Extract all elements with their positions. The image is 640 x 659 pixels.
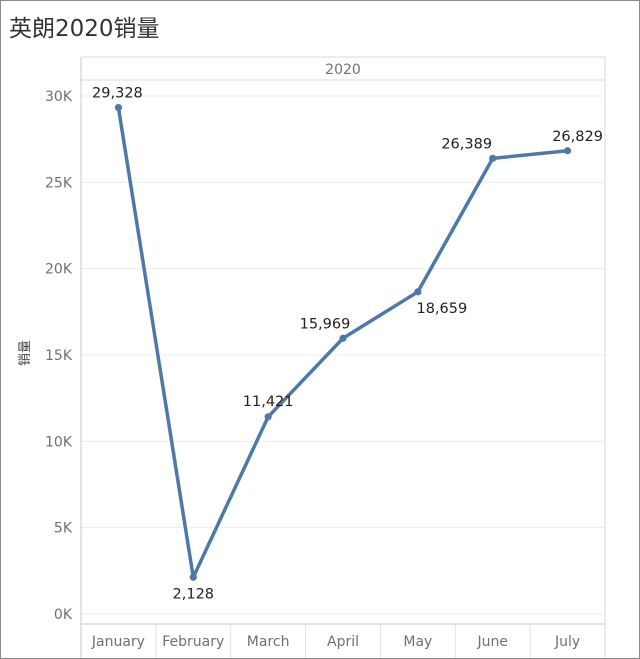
x-tick-label-5: June [476,634,508,650]
data-point-0 [114,104,123,112]
data-point-2 [264,413,272,421]
chart-title: 英朗2020销量 [9,16,160,42]
x-tick-label-4: May [403,634,432,650]
x-tick-label-2: March [247,634,290,650]
x-tick-label-1: February [162,634,224,650]
y-tick-label-5: 25K [45,175,73,191]
data-point-4 [414,288,422,296]
x-tick-label-0: January [91,634,145,650]
data-label-0: 29,328 [92,86,143,102]
y-tick-label-3: 15K [45,348,73,364]
y-tick-label-6: 30K [45,89,73,105]
data-point-6 [563,147,572,155]
data-label-1: 2,128 [173,586,215,602]
y-tick-label-4: 20K [45,262,73,278]
data-label-4: 18,659 [416,301,467,317]
series-line [116,105,570,580]
column-header-label: 2020 [325,62,361,78]
data-point-1 [189,573,197,581]
data-labels: 29,328 2,128 11,421 15,969 18,659 26,389 26,82… [92,86,603,603]
x-tick-label-3: April [327,634,359,650]
y-tick-label-1: 5K [54,521,73,537]
data-label-5: 26,389 [441,136,492,152]
tick-labels: 0K 5K 10K 15K 20K 25K 30K January February March A… [18,89,580,650]
series-marks [114,104,572,581]
data-point-5 [489,154,497,162]
data-label-6: 26,829 [552,129,603,145]
gridlines [81,95,605,615]
y-axis-title: 销量 [18,340,33,366]
data-label-2: 11,421 [243,394,294,410]
y-tick-label-0: 0K [54,607,73,623]
y-tick-label-2: 10K [45,434,73,450]
data-point-3 [339,334,347,342]
x-tick-label-6: July [554,634,580,650]
axes: 2020 [80,56,606,658]
data-label-3: 15,969 [300,316,351,332]
